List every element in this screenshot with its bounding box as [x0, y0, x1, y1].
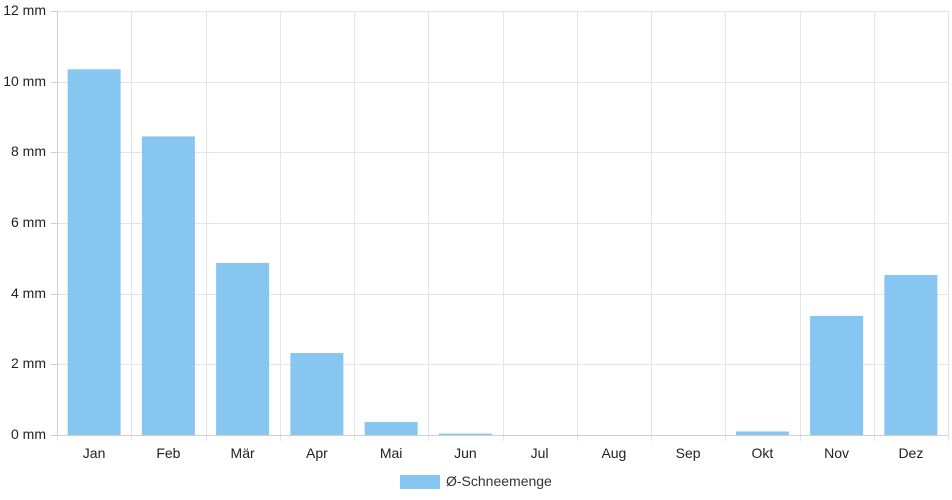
bar-dez[interactable]: Dez: 4.53 mm — [884, 274, 938, 435]
y-tick-label: 0 mm — [11, 426, 46, 442]
y-tick-label: 8 mm — [11, 143, 46, 159]
axes — [51, 11, 948, 436]
grid-lines — [57, 11, 949, 441]
bar-series: Jan: 10.35 mm Feb: 8.45 mm Mär: 4.87 mm Apr… — [67, 69, 938, 436]
y-tick-label: 4 mm — [11, 285, 46, 301]
legend-swatch — [400, 475, 440, 489]
bar-feb[interactable]: Feb: 8.45 mm — [141, 136, 195, 435]
bar-nov[interactable]: Nov: 3.37 mm — [810, 315, 864, 435]
y-axis-ticks: 0 mm 2 mm 4 mm 6 mm 8 mm 10 mm 12 mm — [3, 2, 46, 442]
x-tick-label: Jan — [83, 445, 106, 461]
x-tick-label: Mär — [231, 445, 255, 461]
bar-jan[interactable]: Jan: 10.35 mm — [67, 69, 121, 436]
x-tick-label: Okt — [752, 445, 774, 461]
bar-apr[interactable]: Apr: 2.32 mm — [290, 353, 344, 435]
y-tick-label: 12 mm — [3, 2, 46, 18]
y-tick-label: 2 mm — [11, 355, 46, 371]
x-tick-label: Dez — [898, 445, 923, 461]
x-tick-label: Mai — [380, 445, 403, 461]
bar-jun[interactable]: Jun: 0.04 mm — [438, 433, 492, 435]
x-tick-label: Sep — [676, 445, 701, 461]
bar-mär[interactable]: Mär: 4.87 mm — [216, 262, 270, 435]
x-tick-label: Feb — [156, 445, 180, 461]
x-tick-label: Nov — [824, 445, 849, 461]
x-tick-label: Aug — [601, 445, 626, 461]
bar-okt[interactable]: Okt: 0.1 mm — [735, 431, 789, 435]
bar-mai[interactable]: Mai: 0.37 mm — [364, 421, 418, 435]
x-tick-label: Jul — [531, 445, 549, 461]
x-axis-ticks: Jan Feb Mär Apr Mai Jun Jul Aug Sep Okt Nov Dez — [83, 445, 924, 461]
y-tick-label: 6 mm — [11, 214, 46, 230]
legend[interactable]: Ø-Schneemenge — [400, 473, 552, 489]
x-tick-label: Apr — [306, 445, 328, 461]
y-tick-label: 10 mm — [3, 73, 46, 89]
x-tick-label: Jun — [454, 445, 477, 461]
legend-label: Ø-Schneemenge — [446, 473, 552, 489]
